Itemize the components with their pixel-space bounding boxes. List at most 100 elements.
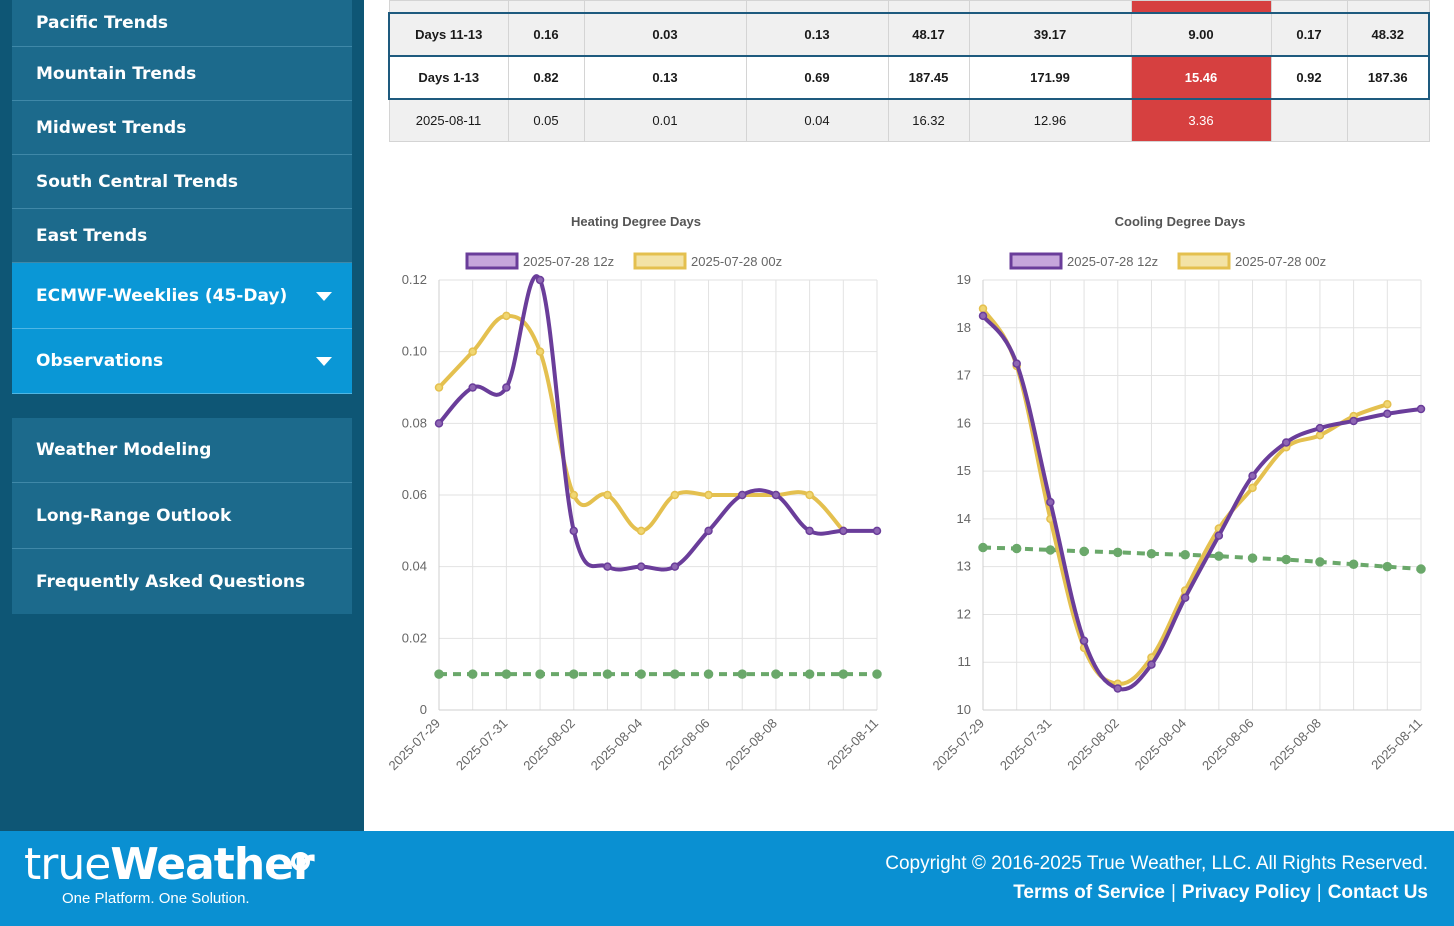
sidebar-item-midwest-trends[interactable]: Midwest Trends (12, 101, 352, 155)
data-point[interactable] (535, 669, 545, 679)
data-point[interactable] (670, 562, 680, 571)
data-point[interactable] (1180, 593, 1190, 602)
data-point[interactable] (1382, 561, 1393, 572)
data-point[interactable] (771, 669, 781, 679)
data-point[interactable] (1147, 660, 1156, 669)
data-point[interactable] (535, 275, 545, 285)
data-point[interactable] (838, 669, 849, 679)
data-point[interactable] (467, 669, 478, 679)
data-point[interactable] (1281, 554, 1291, 565)
data-point[interactable] (839, 526, 848, 536)
legend-label: 2025-07-28 00z (691, 254, 782, 269)
table-cell: 0.69 (745, 54, 889, 100)
data-point[interactable] (603, 490, 612, 500)
data-point[interactable] (670, 669, 680, 679)
data-point[interactable] (978, 311, 988, 321)
data-point[interactable] (704, 526, 713, 536)
data-point[interactable] (636, 526, 646, 536)
caret-down-icon[interactable] (316, 291, 332, 301)
legend-item[interactable]: 2025-07-28 00z (1177, 252, 1326, 270)
legend-item[interactable]: 2025-07-28 00z (633, 252, 782, 270)
data-point[interactable] (1416, 564, 1426, 574)
data-point[interactable] (1045, 545, 1056, 555)
cooling-degree-days-chart: Cooling Degree Days 2025-07-28 12z 2025-07… (929, 214, 1426, 774)
data-point[interactable] (502, 311, 511, 321)
sidebar-item-pacific-trends[interactable]: Pacific Trends (12, 0, 352, 47)
table-cell: 187.45 (887, 54, 970, 100)
sidebar-item-weather-modeling[interactable]: Weather Modeling (12, 418, 352, 483)
privacy-policy-link[interactable]: Privacy Policy (1181, 882, 1311, 903)
data-point[interactable] (434, 383, 444, 392)
data-point[interactable] (1113, 684, 1123, 693)
data-point[interactable] (978, 304, 988, 313)
legend-item[interactable]: 2025-07-28 12z (1009, 252, 1158, 270)
data-point[interactable] (1315, 557, 1325, 567)
data-point[interactable] (771, 490, 781, 500)
data-point[interactable] (805, 490, 814, 500)
data-point[interactable] (1046, 497, 1055, 507)
sidebar-item-east-trends[interactable]: East Trends (12, 209, 352, 263)
data-point[interactable] (1011, 543, 1022, 554)
sidebar-item-mountain-trends[interactable]: Mountain Trends (12, 47, 352, 101)
data-point[interactable] (872, 669, 882, 679)
data-point[interactable] (569, 490, 579, 500)
data-point[interactable] (569, 526, 579, 536)
data-point[interactable] (1214, 531, 1224, 540)
data-point[interactable] (1248, 471, 1257, 481)
sidebar-item-ecmwf-weeklies[interactable]: ECMWF-Weeklies (45-Day) (12, 263, 352, 329)
data-point[interactable] (1248, 483, 1257, 493)
sidebar-item-faq[interactable]: Frequently Asked Questions (12, 549, 352, 614)
terms-of-service-link[interactable]: Terms of Service (1013, 882, 1165, 903)
data-point[interactable] (535, 347, 545, 356)
data-point[interactable] (978, 542, 988, 553)
data-point[interactable] (1247, 553, 1258, 563)
data-point[interactable] (1281, 438, 1291, 447)
data-point[interactable] (1348, 559, 1359, 570)
caret-down-icon[interactable] (316, 357, 332, 366)
data-point[interactable] (502, 383, 511, 392)
legend-item[interactable]: 2025-07-28 12z (465, 252, 614, 270)
data-point[interactable] (434, 419, 444, 428)
table-row: 2025-08-11 0.05 0.01 0.04 16.32 12.96 3.… (388, 98, 1430, 142)
sidebar-item-long-range-outlook[interactable]: Long-Range Outlook (12, 483, 352, 549)
data-point[interactable] (1079, 636, 1089, 645)
data-point[interactable] (1416, 404, 1426, 414)
data-point[interactable] (704, 490, 713, 500)
data-point[interactable] (569, 669, 579, 679)
data-point[interactable] (1146, 549, 1157, 559)
data-point[interactable] (804, 669, 815, 679)
sidebar-item-observations[interactable]: Observations (12, 329, 352, 394)
data-point[interactable] (872, 526, 882, 536)
data-point[interactable] (805, 526, 814, 536)
data-point[interactable] (1383, 409, 1392, 419)
data-point[interactable] (737, 669, 747, 679)
data-point[interactable] (1214, 551, 1224, 561)
data-point[interactable] (468, 347, 477, 356)
data-point[interactable] (1012, 359, 1021, 368)
table-cell: 3.36 (1130, 98, 1272, 142)
data-point[interactable] (1079, 546, 1089, 557)
data-point[interactable] (1349, 416, 1358, 426)
data-point[interactable] (1315, 431, 1325, 440)
sidebar-item-south-central-trends[interactable]: South Central Trends (12, 155, 352, 209)
data-point[interactable] (434, 669, 444, 679)
data-point[interactable] (602, 669, 613, 679)
legend-label: 2025-07-28 12z (523, 254, 614, 269)
data-point[interactable] (636, 669, 646, 679)
data-point[interactable] (1113, 547, 1123, 558)
contact-us-link[interactable]: Contact Us (1327, 882, 1428, 903)
data-point[interactable] (703, 669, 714, 679)
table-row (388, 0, 1430, 13)
data-point[interactable] (1315, 423, 1325, 433)
data-point[interactable] (501, 669, 512, 679)
x-tick-label: 2025-08-04 (1132, 716, 1190, 774)
data-point[interactable] (636, 562, 646, 571)
true-weather-logo[interactable]: trueWeather (24, 839, 315, 890)
data-point[interactable] (670, 490, 680, 500)
x-tick-label: 2025-08-06 (1199, 716, 1257, 774)
data-point[interactable] (603, 562, 612, 571)
data-point[interactable] (1180, 549, 1190, 560)
data-point[interactable] (1383, 399, 1392, 409)
data-point[interactable] (737, 490, 747, 500)
data-point[interactable] (468, 383, 477, 392)
